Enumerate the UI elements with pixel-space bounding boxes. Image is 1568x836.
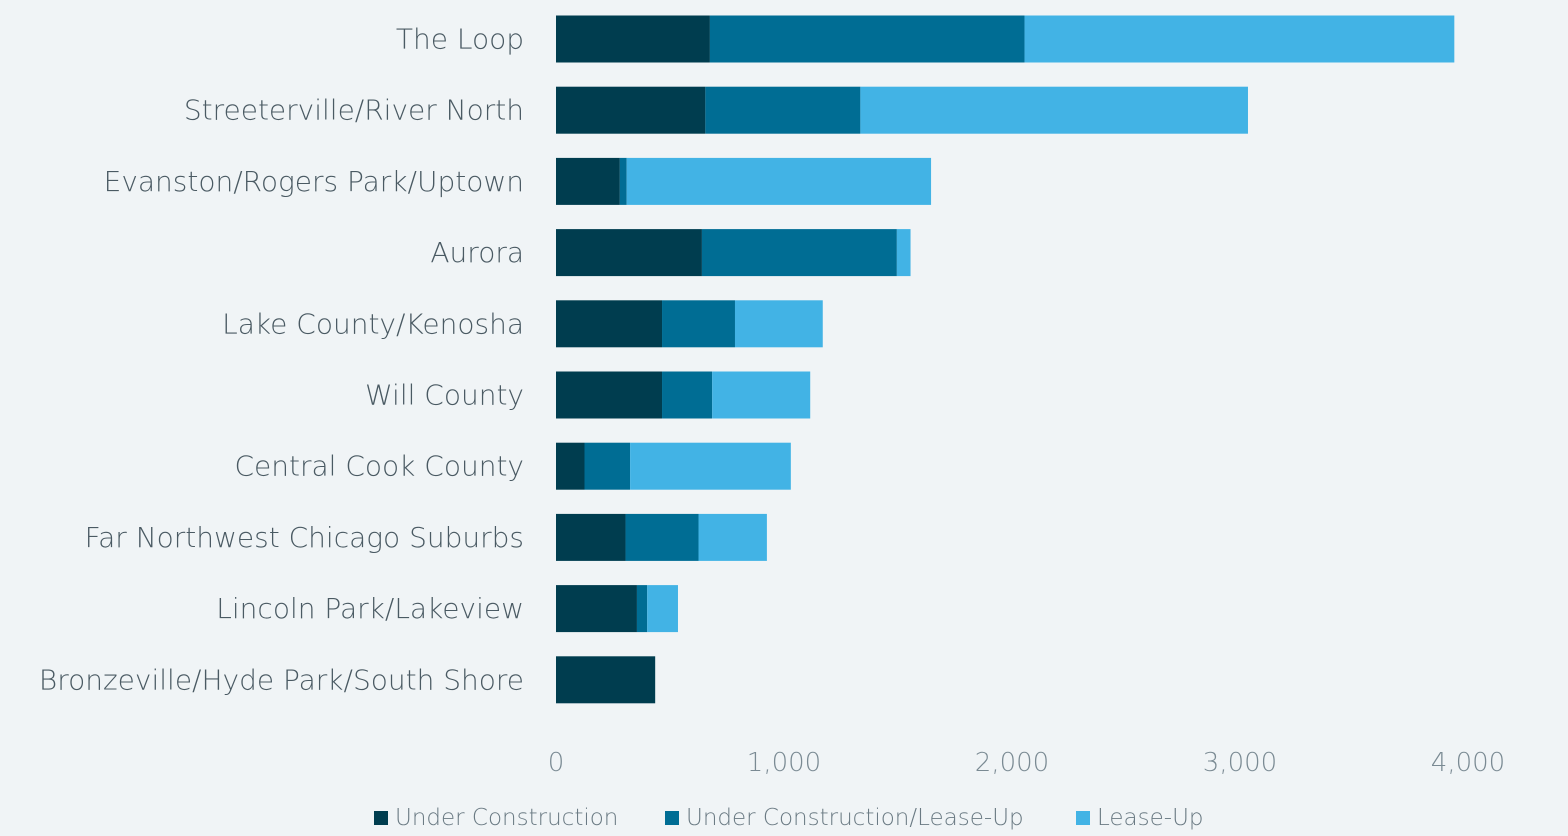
category-label: Aurora xyxy=(430,236,524,269)
category-label: Bronzeville/Hyde Park/South Shore xyxy=(39,663,524,696)
bar-segment xyxy=(556,656,656,704)
bar-segment xyxy=(896,229,911,277)
bar-segment xyxy=(647,585,678,633)
bar-segment xyxy=(556,585,637,633)
x-axis-ticks: 0 1,000 2,000 3,000 4,000 xyxy=(548,748,1505,778)
x-tick-label: 1,000 xyxy=(747,748,821,778)
legend-swatch xyxy=(665,811,679,825)
bar-segment xyxy=(625,513,699,561)
category-label: Streeterville/River North xyxy=(184,94,524,127)
category-label: Evanston/Rogers Park/Uptown xyxy=(104,165,524,198)
bar-segment xyxy=(698,513,767,561)
bar-segment xyxy=(556,442,585,490)
bar-segment xyxy=(584,442,631,490)
legend: Under Construction Under Construction/Lea… xyxy=(374,805,1204,831)
category-label: Far Northwest Chicago Suburbs xyxy=(85,521,524,554)
legend-swatch xyxy=(1076,811,1090,825)
category-label: Will County xyxy=(365,379,524,412)
bar-segment xyxy=(630,442,791,490)
x-tick-label: 4,000 xyxy=(1431,748,1505,778)
bar-segment xyxy=(662,300,735,348)
category-labels: The Loop Streeterville/River North Evansto… xyxy=(39,23,524,697)
x-tick-label: 3,000 xyxy=(1203,748,1277,778)
bar-segment xyxy=(556,371,663,419)
category-label: Lake County/Kenosha xyxy=(222,307,524,340)
category-label: The Loop xyxy=(396,23,524,56)
bar-segment xyxy=(556,157,620,205)
bar-segment xyxy=(860,86,1248,134)
bar-segment xyxy=(734,300,823,348)
category-label: Lincoln Park/Lakeview xyxy=(216,592,524,625)
bar-segment xyxy=(712,371,811,419)
bar-segment xyxy=(662,371,713,419)
bar-segment xyxy=(626,157,932,205)
legend-label: Under Construction xyxy=(395,805,618,831)
bar-segment xyxy=(556,229,702,277)
bar-segment xyxy=(1024,15,1455,63)
x-tick-label: 0 xyxy=(548,748,565,778)
category-label: Central Cook County xyxy=(234,450,524,483)
bar-segment xyxy=(705,86,861,134)
bar-segment xyxy=(556,513,626,561)
bar-segment xyxy=(556,15,710,63)
bar-segment xyxy=(636,585,648,633)
bars-group xyxy=(556,15,1455,704)
legend-label: Under Construction/Lease-Up xyxy=(686,805,1024,831)
bar-segment xyxy=(709,15,1025,63)
legend-swatch xyxy=(374,811,388,825)
bar-segment xyxy=(556,300,663,348)
bar-segment xyxy=(556,86,706,134)
legend-label: Lease-Up xyxy=(1097,805,1204,831)
bar-segment xyxy=(619,157,627,205)
x-tick-label: 2,000 xyxy=(975,748,1049,778)
bar-segment xyxy=(701,229,897,277)
